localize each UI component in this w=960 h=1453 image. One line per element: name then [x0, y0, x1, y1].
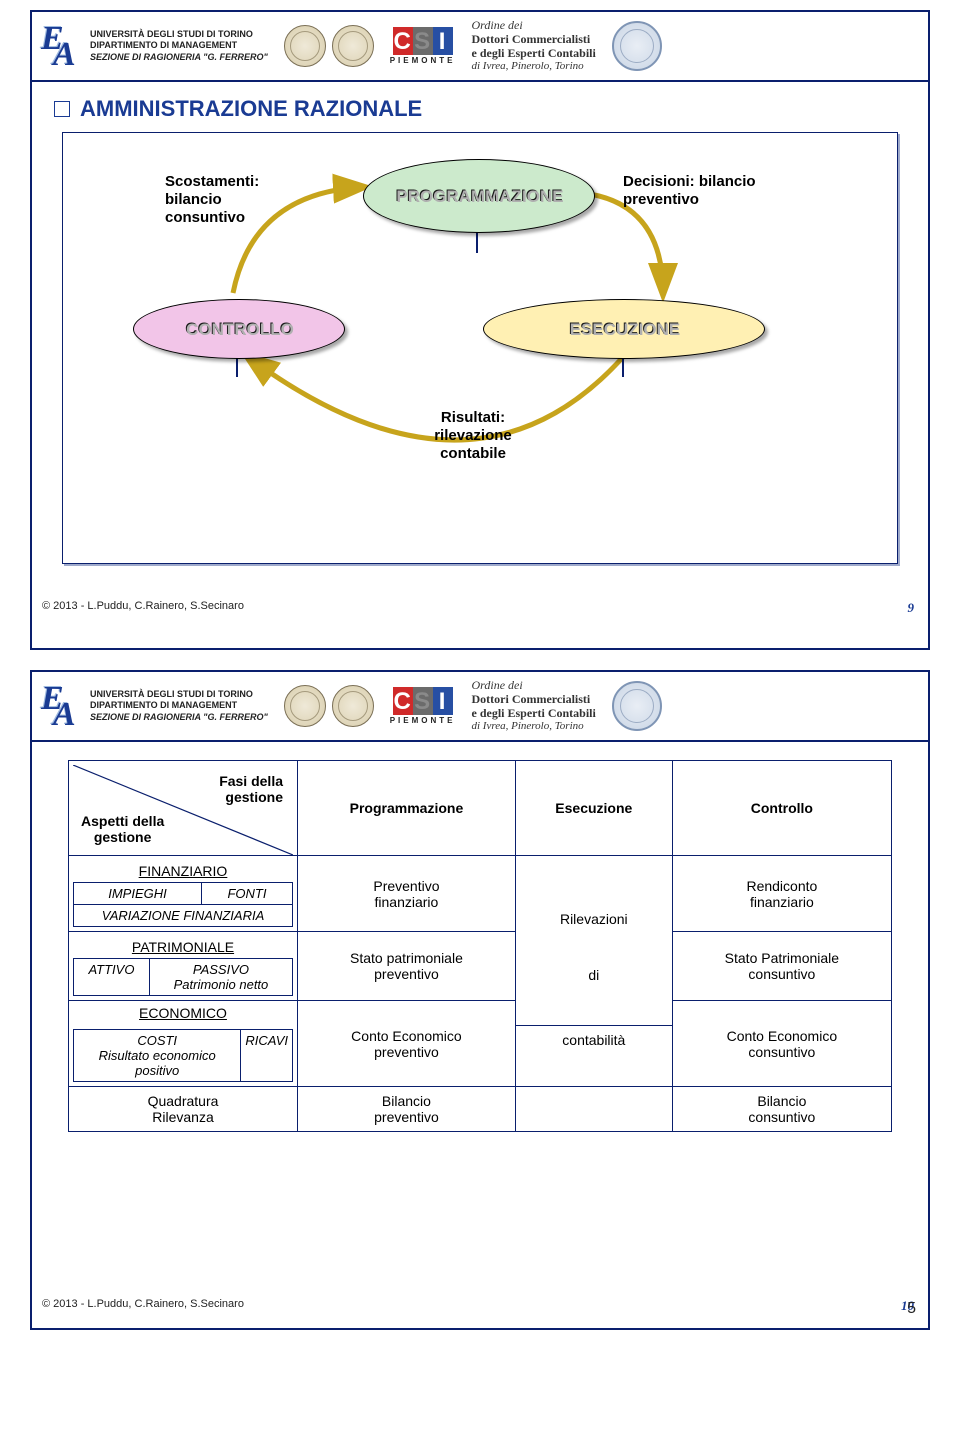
quad-exec-cell [515, 1087, 672, 1132]
university-text: UNIVERSITÀ DEGLI STUDI DI TORINO DIPARTI… [90, 689, 268, 723]
csi-c: C [393, 27, 413, 55]
matrix-table: Fasi dellagestione Aspetti dellagestione… [68, 760, 892, 1132]
cat-economico-detail: COSTIRisultato economico positivo RICAVI [69, 1025, 298, 1087]
fin-fonti: FONTI [201, 883, 292, 905]
copyright-text: © 2013 - L.Puddu, C.Rainero, S.Secinaro [42, 600, 244, 616]
cat-finanziario: FINANZIARIO [139, 863, 228, 879]
eco-prog-cell: Conto Economicopreventivo [298, 1001, 516, 1087]
fin-ctrl-cell: Rendicontofinanziario [672, 856, 891, 932]
diag-bot-label: Aspetti dellagestione [81, 813, 164, 845]
ellipse-controllo: CONTROLLOCONTROLLO [133, 299, 345, 359]
cat-economico-header: ECONOMICO [69, 1001, 298, 1026]
ord-l4: di Ivrea, Pinerolo, Torino [472, 60, 596, 73]
bullet-square-icon [54, 101, 70, 117]
fin-impieghi: IMPIEGHI [74, 883, 202, 905]
uni-line3: SEZIONE DI RAGIONERIA "G. FERRERO" [90, 52, 268, 63]
diagonal-header-cell: Fasi dellagestione Aspetti dellagestione [69, 761, 298, 856]
ordine-text: Ordine dei Dottori Commercialisti e degl… [472, 19, 596, 73]
slide-page-number: 9 [908, 600, 915, 616]
eco-ctrl-cell: Conto Economicoconsuntivo [672, 1001, 891, 1087]
university-text: UNIVERSITÀ DEGLI STUDI DI TORINO DIPARTI… [90, 29, 268, 63]
seals [284, 25, 374, 67]
slide-header: EE AA UNIVERSITÀ DEGLI STUDI DI TORINO D… [32, 12, 928, 82]
quad-ctrl-cell: Bilancioconsuntivo [672, 1087, 891, 1132]
slide1-body: AMMINISTRAZIONE RAZIONALE [32, 82, 928, 622]
quad-prog-cell: Bilanciopreventivo [298, 1087, 516, 1132]
ordine-seal-icon [612, 21, 662, 71]
csi-sub: PIEMONTE [390, 57, 456, 64]
csi-i: I [433, 27, 453, 55]
ellipse-programmazione: PROGRAMMAZIONEPROGRAMMAZIONE [363, 159, 595, 233]
col-controllo: Controllo [672, 761, 891, 856]
ea-logo: EE AA UNIVERSITÀ DEGLI STUDI DI TORINO D… [42, 685, 268, 727]
ellipse-esecuzione: ESECUZIONEESECUZIONE [483, 299, 765, 359]
pat-prog-cell: Stato patrimonialepreventivo [298, 932, 516, 1001]
ea-mark: EE AA [42, 685, 84, 727]
ea-mark: EE AA [42, 25, 84, 67]
slide1-title: AMMINISTRAZIONE RAZIONALE [80, 96, 422, 122]
csi-s: S [413, 27, 433, 55]
ord-l3: e degli Esperti Contabili [472, 47, 596, 61]
pat-ctrl-cell: Stato Patrimonialeconsuntivo [672, 932, 891, 1001]
slide2-footer: © 2013 - L.Puddu, C.Rainero, S.Secinaro … [42, 1298, 914, 1314]
eco-exec-cell: contabilità [515, 1025, 672, 1087]
diag-top-label: Fasi dellagestione [219, 773, 283, 805]
slide2-body: Fasi dellagestione Aspetti dellagestione… [32, 742, 928, 1320]
ord-l1: Ordine dei [472, 19, 596, 33]
slide-2: EE AA UNIVERSITÀ DEGLI STUDI DI TORINO D… [30, 670, 930, 1330]
uni-line1: UNIVERSITÀ DEGLI STUDI DI TORINO [90, 29, 268, 40]
col-esecuzione: Esecuzione [515, 761, 672, 856]
ordine-text: Ordine dei Dottori Commercialisti e degl… [472, 679, 596, 733]
uni-line2: DIPARTIMENTO DI MANAGEMENT [90, 40, 268, 51]
ea-a-fill: A [53, 38, 76, 72]
ea-logo: EE AA UNIVERSITÀ DEGLI STUDI DI TORINO D… [42, 25, 268, 67]
ord-l2: Dottori Commercialisti [472, 33, 596, 47]
fin-variazione: VARIAZIONE FINANZIARIA [74, 905, 293, 927]
cat-patrimoniale-cell: PATRIMONIALE ATTIVO PASSIVOPatrimonio ne… [69, 932, 298, 1001]
page: EE AA UNIVERSITÀ DEGLI STUDI DI TORINO D… [0, 10, 960, 1330]
diagram-frame: Scostamenti:bilancioconsuntivo Decisioni… [62, 132, 898, 564]
fin-prog-cell: Preventivofinanziario [298, 856, 516, 932]
seal-icon [332, 685, 374, 727]
csi-logo: C S I PIEMONTE [390, 687, 456, 724]
seals [284, 685, 374, 727]
label-risultati: Risultati:rilevazionecontabile [393, 409, 553, 463]
slide1-footer: © 2013 - L.Puddu, C.Rainero, S.Secinaro … [42, 600, 914, 616]
cat-economico: ECONOMICO [139, 1005, 227, 1021]
quadratura-cell: QuadraturaRilevanza [69, 1087, 298, 1132]
seal-icon [284, 25, 326, 67]
col-programmazione: Programmazione [298, 761, 516, 856]
sheet-page-number: 5 [907, 1300, 916, 1318]
ordine-seal-icon [612, 681, 662, 731]
copyright-text: © 2013 - L.Puddu, C.Rainero, S.Secinaro [42, 1298, 244, 1314]
label-scostamenti: Scostamenti:bilancioconsuntivo [165, 173, 305, 227]
csi-logo: C S I PIEMONTE [390, 27, 456, 64]
seal-icon [284, 685, 326, 727]
cat-patrimoniale: PATRIMONIALE [132, 939, 234, 955]
slide-header: EE AA UNIVERSITÀ DEGLI STUDI DI TORINO D… [32, 672, 928, 742]
exec-merged-cell: Rilevazioni di [515, 856, 672, 1026]
seal-icon [332, 25, 374, 67]
pat-attivo: ATTIVO [74, 959, 150, 996]
pat-passivo-cell: PASSIVOPatrimonio netto [149, 959, 292, 996]
cat-finanziario-cell: FINANZIARIO IMPIEGHI FONTI VARIAZIONE FI… [69, 856, 298, 932]
slide1-title-row: AMMINISTRAZIONE RAZIONALE [32, 82, 928, 126]
slide-1: EE AA UNIVERSITÀ DEGLI STUDI DI TORINO D… [30, 10, 930, 650]
eco-costi-cell: COSTIRisultato economico positivo [74, 1030, 241, 1082]
eco-ricavi: RICAVI [241, 1030, 293, 1082]
label-decisioni: Decisioni: bilanciopreventivo [623, 173, 823, 209]
